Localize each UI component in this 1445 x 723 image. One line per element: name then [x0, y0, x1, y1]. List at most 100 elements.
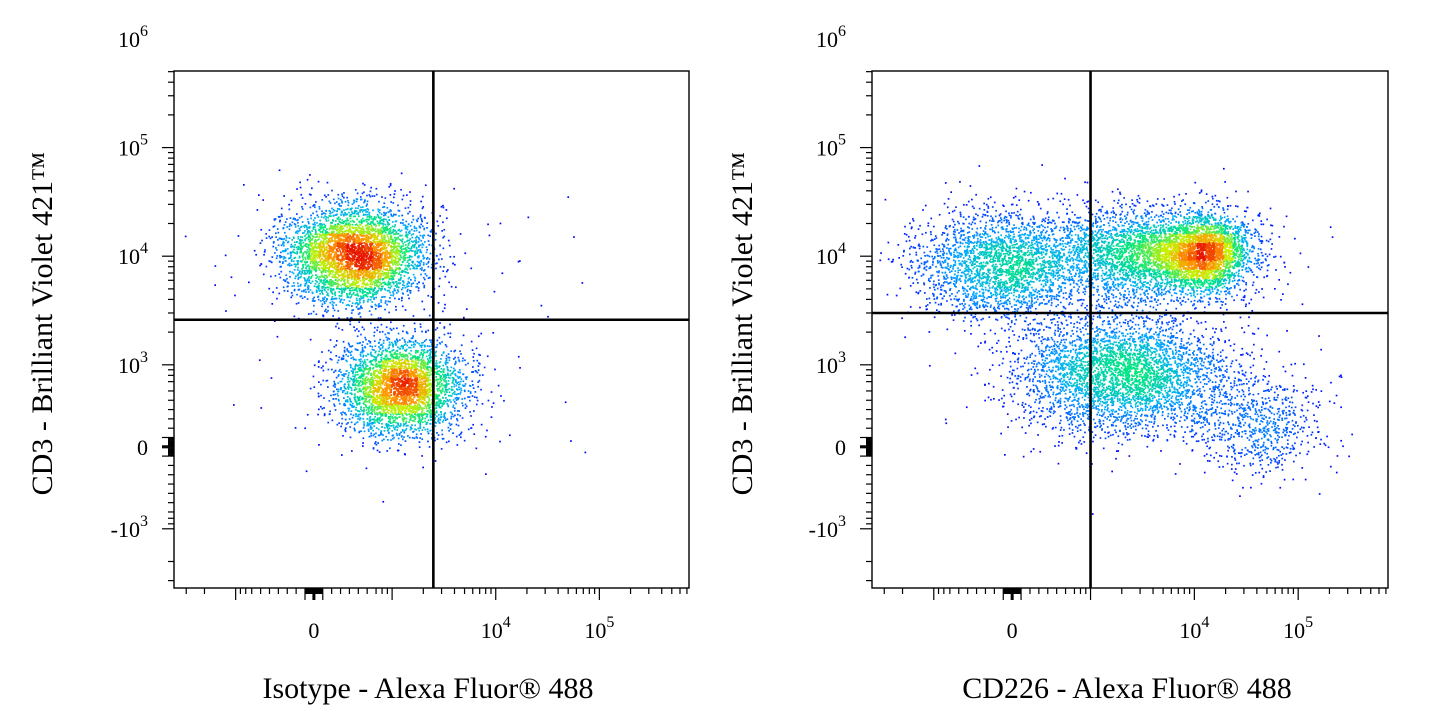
event-dot: [379, 239, 381, 242]
event-dot: [355, 200, 358, 203]
event-dot: [340, 267, 342, 269]
event-dot: [344, 211, 346, 214]
event-dot: [367, 292, 370, 294]
event-dot: [333, 297, 336, 300]
event-dot: [318, 255, 321, 257]
event-dot: [453, 390, 456, 393]
event-dot: [348, 222, 350, 225]
event-dot: [268, 287, 271, 290]
event-dot: [408, 276, 411, 279]
event-dot: [317, 263, 320, 266]
event-dot: [353, 232, 356, 234]
event-dot: [378, 243, 381, 246]
event-dot: [287, 264, 289, 266]
event-dot: [306, 279, 308, 282]
event-dot: [308, 250, 310, 253]
event-dot: [336, 271, 339, 274]
event-dot: [427, 395, 429, 398]
event-dot: [276, 228, 279, 230]
event-dot: [296, 252, 298, 255]
event-dot: [262, 199, 264, 201]
event-dot: [332, 231, 335, 234]
event-dot: [307, 285, 310, 287]
event-dot: [334, 246, 337, 248]
event-dot: [464, 383, 467, 385]
event-dot: [404, 355, 407, 358]
event-dot: [347, 229, 350, 232]
event-dot: [333, 282, 336, 285]
event-dot: [310, 312, 313, 315]
event-dot: [397, 410, 400, 413]
event-dot: [377, 215, 379, 217]
event-dot: [320, 274, 323, 277]
event-dot: [373, 217, 376, 220]
event-dot: [419, 234, 422, 237]
event-dot: [286, 226, 289, 228]
event-dot: [288, 262, 291, 265]
event-dot: [373, 297, 375, 299]
event-dot: [385, 212, 387, 214]
event-dot: [379, 378, 381, 380]
event-dot: [390, 260, 393, 262]
event-dot: [319, 259, 322, 262]
event-dot: [316, 257, 319, 259]
event-dot: [349, 290, 352, 292]
event-dot: [394, 240, 397, 243]
event-dot: [378, 284, 381, 287]
event-dot: [353, 239, 356, 242]
event-dot: [424, 241, 426, 243]
event-dot: [327, 386, 329, 388]
event-dot: [349, 220, 352, 223]
event-dot: [348, 211, 350, 214]
event-dot: [389, 238, 392, 240]
event-dot: [309, 232, 312, 234]
event-dot: [382, 281, 384, 284]
event-dot: [381, 232, 384, 235]
event-dot: [316, 222, 318, 224]
event-dot: [365, 240, 367, 243]
event-dot: [407, 233, 409, 236]
event-dot: [370, 237, 373, 239]
event-dot: [296, 251, 299, 253]
event-dot: [337, 279, 340, 281]
event-dot: [385, 218, 387, 221]
event-dot: [361, 228, 364, 231]
event-dot: [323, 288, 326, 291]
event-dot: [358, 236, 360, 238]
event-dot: [352, 248, 355, 251]
event-dot: [304, 239, 307, 242]
event-dot: [388, 282, 391, 284]
event-dot: [408, 289, 411, 292]
event-dot: [334, 274, 336, 277]
event-dot: [384, 273, 386, 276]
event-dot: [332, 235, 335, 237]
event-dot: [350, 272, 353, 275]
event-dot: [403, 360, 406, 363]
event-dot: [329, 210, 331, 213]
event-dot: [368, 399, 371, 401]
event-dot: [386, 276, 389, 279]
event-dot: [331, 280, 333, 283]
event-dot: [418, 386, 420, 388]
event-dot: [442, 204, 444, 207]
event-dot: [439, 398, 441, 401]
event-dot: [319, 253, 322, 256]
event-dot: [357, 205, 360, 207]
event-dot: [353, 249, 355, 252]
event-dot: [414, 352, 417, 354]
event-dot: [304, 427, 306, 430]
event-dot: [384, 252, 386, 254]
event-dot: [412, 250, 414, 252]
event-dot: [290, 264, 293, 266]
event-dot: [443, 266, 445, 268]
event-dot: [314, 256, 316, 259]
event-dot: [366, 246, 369, 248]
event-dot: [392, 249, 395, 251]
event-dot: [331, 236, 334, 239]
event-dot: [406, 228, 409, 231]
event-dot: [318, 253, 320, 256]
event-dot: [421, 220, 424, 223]
event-dot: [310, 251, 312, 253]
event-dot: [438, 258, 440, 261]
event-dot: [351, 211, 353, 213]
